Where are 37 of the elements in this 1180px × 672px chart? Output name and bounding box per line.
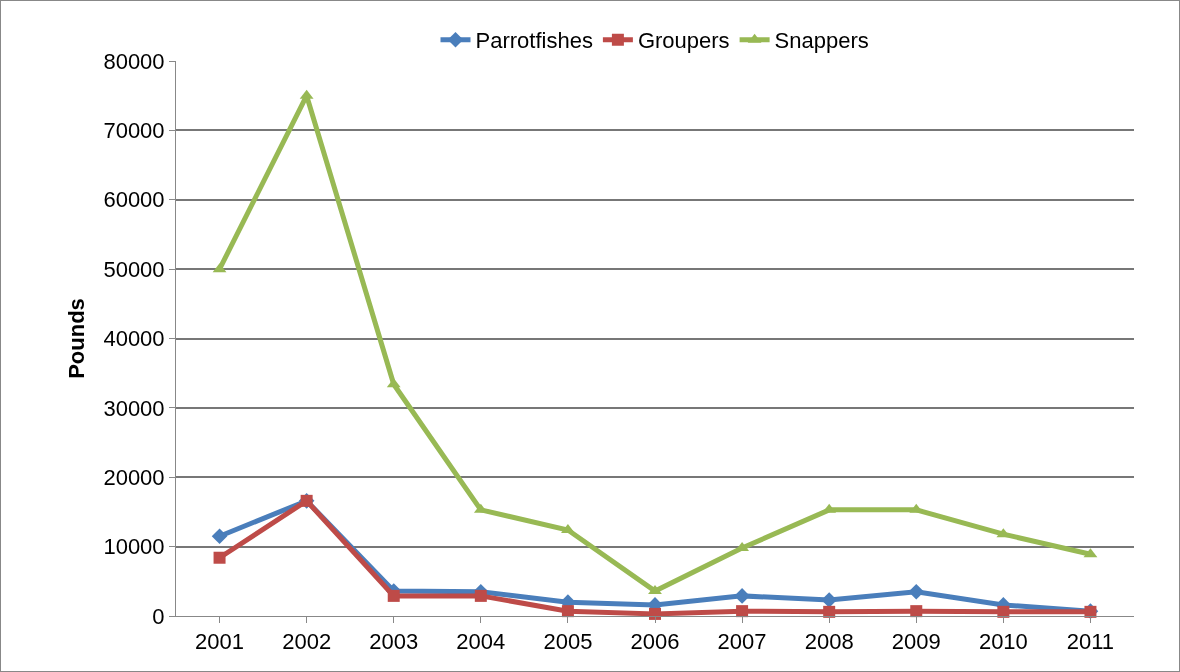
x-tick-label: 2002 xyxy=(282,629,332,655)
y-axis-title: Pounds xyxy=(64,298,90,379)
point xyxy=(997,605,1010,618)
point xyxy=(823,605,836,618)
x-tick-label: 2006 xyxy=(630,629,680,655)
x-tick-label: 2004 xyxy=(456,629,506,655)
point xyxy=(648,585,662,595)
point xyxy=(211,528,228,545)
y-tick-label: 20000 xyxy=(103,464,165,490)
y-tick-label: 40000 xyxy=(103,326,165,352)
x-tick-label: 2010 xyxy=(978,629,1028,655)
point xyxy=(213,551,226,564)
point xyxy=(736,605,749,618)
legend-label: Snappers xyxy=(774,28,869,54)
x-tick-label: 2009 xyxy=(891,629,941,655)
legend-label: Parrotfishes xyxy=(475,28,593,54)
x-tick-label: 2008 xyxy=(804,629,854,655)
y-tick-label: 80000 xyxy=(103,48,165,74)
point xyxy=(908,583,925,600)
point xyxy=(821,592,837,608)
point xyxy=(734,588,750,604)
point xyxy=(474,589,487,602)
point xyxy=(561,605,574,618)
y-tick-label: 70000 xyxy=(103,118,165,144)
y-tick-label: 0 xyxy=(152,603,165,629)
x-tick-label: 2011 xyxy=(1066,629,1115,655)
x-tick-label: 2007 xyxy=(717,629,767,655)
y-tick-label: 30000 xyxy=(103,395,165,421)
y-tick-label: 10000 xyxy=(103,534,165,560)
point xyxy=(387,589,400,602)
x-tick-label: 2003 xyxy=(369,629,419,655)
point xyxy=(910,605,923,618)
legend-label: Groupers xyxy=(637,28,730,54)
y-tick-label: 50000 xyxy=(103,256,165,282)
x-tick-label: 2005 xyxy=(543,629,593,655)
y-tick-label: 60000 xyxy=(103,187,165,213)
x-tick-label: 2001 xyxy=(195,629,245,655)
